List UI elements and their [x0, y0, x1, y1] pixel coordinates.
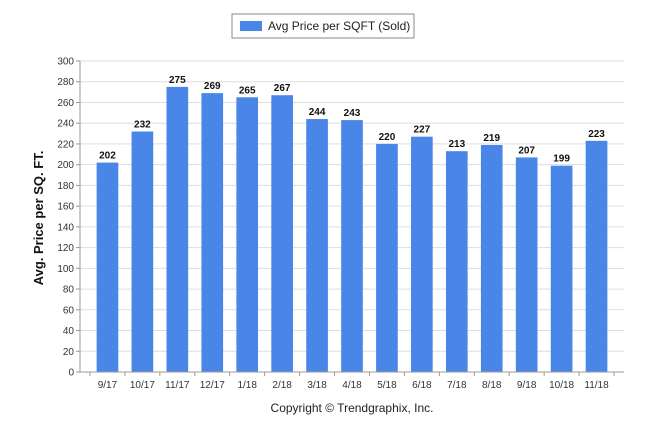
x-tick-label: 9/18 [517, 380, 537, 391]
data-label: 267 [274, 83, 291, 94]
data-label: 243 [344, 108, 361, 119]
data-label: 244 [309, 107, 326, 118]
data-label: 265 [239, 85, 256, 96]
bar [585, 140, 608, 372]
y-tick-label: 160 [57, 202, 74, 213]
bar [201, 93, 224, 373]
data-label: 207 [518, 145, 535, 156]
bar [445, 151, 468, 372]
y-axis-ticks: 0 20 40 60 80 100 120 140 160 180 200 220 240 260 280 3… [57, 57, 80, 379]
data-label: 199 [553, 154, 570, 165]
data-label: 213 [448, 139, 465, 150]
legend: Avg Price per SQFT (Sold) [231, 13, 415, 39]
data-label: 275 [169, 75, 186, 86]
bar [515, 157, 538, 372]
data-labels: 202 232 275 269 265 267 244 243 220 227 213 219 207 1… [99, 75, 605, 165]
x-tick-label: 5/18 [377, 380, 397, 391]
y-tick-label: 180 [57, 181, 74, 192]
x-tick-label: 4/18 [342, 380, 362, 391]
data-label: 219 [483, 133, 500, 144]
y-tick-label: 260 [57, 98, 74, 109]
y-tick-label: 200 [57, 160, 74, 171]
data-label: 232 [134, 119, 151, 130]
x-tick-label: 10/17 [130, 380, 155, 391]
data-label: 269 [204, 81, 221, 92]
y-tick-label: 240 [57, 119, 74, 130]
x-tick-label: 2/18 [272, 380, 292, 391]
y-tick-label: 60 [63, 305, 75, 316]
x-tick-label: 11/18 [584, 380, 609, 391]
x-tick-label: 9/17 [98, 380, 118, 391]
copyright-text: Copyright © Trendgraphix, Inc. [271, 401, 434, 415]
y-tick-label: 120 [57, 243, 74, 254]
data-label: 223 [588, 129, 605, 140]
data-label: 220 [379, 132, 396, 143]
y-tick-label: 220 [57, 139, 74, 150]
y-tick-label: 80 [63, 285, 75, 296]
y-tick-label: 0 [68, 368, 74, 379]
x-tick-label: 7/18 [447, 380, 467, 391]
bar [341, 120, 363, 372]
y-tick-label: 300 [57, 57, 74, 68]
x-tick-label: 3/18 [307, 380, 327, 391]
y-tick-label: 20 [63, 347, 75, 358]
bar [411, 136, 433, 372]
x-tick-label: 11/17 [165, 380, 190, 391]
data-label: 227 [414, 125, 431, 136]
bar [376, 143, 398, 372]
bar [131, 131, 154, 372]
legend-box [231, 13, 415, 39]
bars [96, 86, 608, 373]
bar [96, 162, 119, 372]
bar [236, 97, 259, 373]
bar [166, 86, 189, 373]
y-tick-label: 40 [63, 326, 75, 337]
legend-label: Avg Price per SQFT (Sold) [268, 19, 410, 33]
x-tick-label: 8/18 [482, 380, 502, 391]
bar [550, 165, 573, 372]
x-tick-label: 1/18 [237, 380, 257, 391]
legend-swatch [240, 21, 262, 31]
bar [306, 119, 328, 372]
y-tick-label: 100 [57, 264, 74, 275]
x-tick-label: 6/18 [412, 380, 432, 391]
bar [480, 144, 503, 372]
x-tick-label: 12/17 [200, 380, 225, 391]
y-tick-label: 140 [57, 222, 74, 233]
x-axis-ticks: 9/17 10/17 11/17 12/17 1/18 2/18 3/18 4/18 5/18 6… [89, 372, 615, 391]
bar [271, 95, 293, 373]
data-label: 202 [99, 151, 116, 162]
y-axis-title: Avg. Price per SQ. FT. [31, 151, 46, 286]
x-tick-label: 10/18 [549, 380, 574, 391]
y-tick-label: 280 [57, 77, 74, 88]
